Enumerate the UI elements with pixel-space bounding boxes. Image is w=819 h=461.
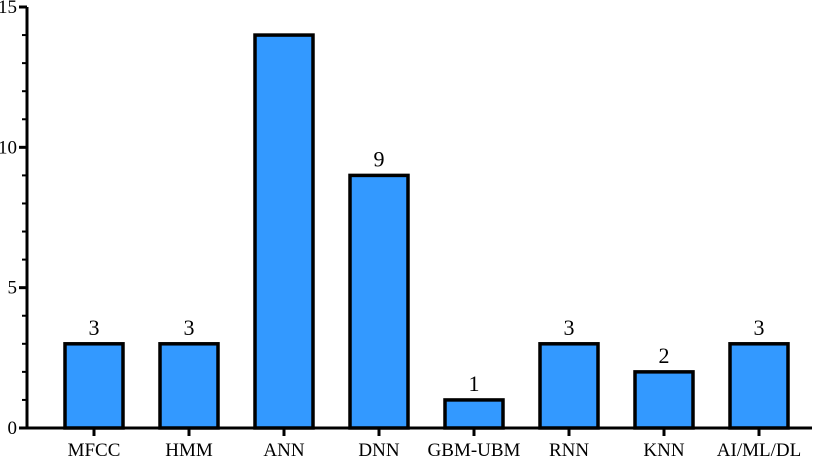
y-tick-label: 0 — [8, 418, 18, 439]
x-tick-label: AI/ML/DL — [717, 440, 801, 461]
x-tick-label: KNN — [643, 440, 684, 461]
x-tick-label: ANN — [263, 440, 304, 461]
data-label: 1 — [469, 371, 480, 396]
bar — [158, 342, 220, 430]
bar — [728, 342, 790, 430]
data-label: 2 — [659, 343, 670, 368]
y-tick-label: 10 — [0, 137, 17, 158]
x-tick-label: GBM-UBM — [428, 440, 521, 461]
x-axis: MFCC HMM ANN DNN GBM-UBM RNN KNN AI/ML/DL — [25, 426, 812, 461]
bars — [63, 33, 790, 430]
bar — [443, 398, 505, 430]
y-tick-label: 15 — [0, 0, 17, 18]
data-labels: 3 3 9 1 3 2 3 — [89, 146, 765, 396]
x-tick-label: DNN — [358, 440, 399, 461]
bar — [253, 33, 315, 430]
bar — [348, 173, 410, 430]
data-label: 3 — [89, 315, 100, 340]
x-tick-label: MFCC — [68, 440, 121, 461]
x-tick-label: HMM — [165, 440, 213, 461]
data-label: 9 — [374, 146, 385, 171]
bar — [633, 370, 695, 430]
y-tick-label: 5 — [8, 278, 18, 299]
bar — [538, 342, 600, 430]
data-label: 3 — [564, 315, 575, 340]
data-label: 3 — [754, 315, 765, 340]
y-axis: 0 5 10 15 — [0, 0, 29, 439]
bar — [63, 342, 125, 430]
data-label: 3 — [184, 315, 195, 340]
x-tick-label: RNN — [549, 440, 589, 461]
